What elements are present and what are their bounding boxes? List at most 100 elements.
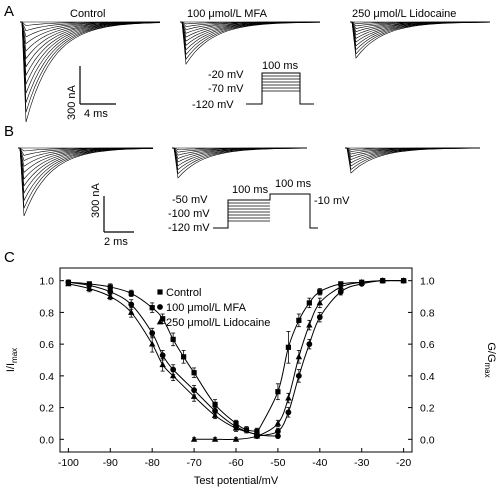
data-point-circle-inactivation	[149, 330, 156, 336]
current-trace-control	[18, 147, 153, 217]
x-tick-label: -30	[354, 457, 369, 469]
data-point-square-inactivation	[243, 427, 250, 433]
data-point-circle-activation	[285, 409, 292, 416]
data-point-triangle-inactivation	[211, 412, 219, 418]
current-trace-control	[20, 21, 161, 123]
protocol-b-level-top: -50 mV	[172, 194, 208, 206]
scale-current-b: 300 nA	[90, 182, 102, 218]
legend-marker-triangle	[156, 318, 164, 325]
data-point-square-activation	[306, 300, 312, 306]
data-point-triangle-activation	[274, 420, 282, 426]
data-point-square-activation	[296, 317, 302, 323]
protocol-b-duration-2: 100 ms	[275, 178, 312, 190]
protocol-a-level-top: -20 mV	[208, 69, 244, 81]
y-tick-label-right: 0.2	[420, 403, 435, 415]
x-tick-label: -50	[270, 457, 285, 469]
protocol-a-level-mid: -70 mV	[208, 83, 244, 95]
data-point-triangle-inactivation	[169, 372, 177, 379]
data-point-square-inactivation	[149, 305, 155, 311]
data-point-triangle-activation	[400, 277, 407, 284]
y-tick-label-left: 0.2	[39, 403, 54, 415]
legend-label: Control	[166, 287, 201, 299]
data-point-triangle-inactivation	[190, 393, 198, 399]
current-trace-mfa	[172, 147, 307, 175]
data-point-triangle-inactivation	[65, 280, 72, 287]
data-point-square-inactivation	[160, 316, 166, 322]
data-point-triangle-inactivation	[159, 361, 166, 368]
data-point-triangle-inactivation	[148, 340, 156, 347]
current-trace-mfa	[172, 147, 307, 179]
current-trace-lidocaine	[345, 147, 480, 174]
data-point-triangle-activation	[379, 277, 386, 284]
legend-marker-square	[157, 289, 163, 295]
scale-time-a: 4 ms	[84, 108, 108, 120]
current-trace-lidocaine	[350, 21, 491, 59]
data-point-triangle-activation	[211, 435, 219, 442]
fit-curve-square-activation	[256, 280, 404, 434]
panel-b-letter: B	[4, 123, 14, 140]
panel-c-letter: C	[4, 249, 15, 266]
data-point-circle-activation	[306, 341, 313, 348]
condition-control-label: Control	[70, 8, 105, 20]
data-point-triangle-inactivation	[128, 309, 135, 315]
current-traces-b	[18, 147, 481, 217]
voltage-protocol-a	[246, 72, 314, 105]
scale-bar-a	[79, 66, 116, 105]
data-point-triangle-activation	[316, 299, 324, 306]
protocol-b-level-mid: -100 mV	[168, 208, 210, 220]
legend-label: 100 μmol/L MFA	[166, 302, 247, 314]
protocol-b-duration-1: 100 ms	[232, 184, 269, 196]
data-point-square-inactivation	[181, 354, 187, 360]
condition-lidocaine-label: 250 μmol/L Lidocaine	[352, 8, 456, 20]
x-tick-label: -80	[145, 457, 160, 469]
data-point-square-inactivation	[170, 336, 176, 342]
condition-mfa-label: 100 μmol/L MFA	[187, 8, 268, 20]
x-tick-label: -100	[58, 457, 79, 469]
data-point-triangle-inactivation	[107, 293, 114, 299]
protocol-a-level-hold: -120 mV	[192, 99, 234, 111]
panel-a-letter: A	[4, 3, 14, 20]
data-point-circle-inactivation	[128, 301, 135, 308]
iv-chart: -100 -90 -80 -70 -60 -50 -40 -30 -20 0.0 0.0 0.2 0.2…	[5, 267, 497, 487]
scale-current-a: 300 nA	[66, 84, 78, 120]
data-point-triangle-activation	[190, 435, 198, 442]
legend-marker-circle	[157, 304, 163, 310]
scale-time-b: 2 ms	[104, 236, 128, 248]
legend-label: 250 μmol/L Lidocaine	[166, 317, 270, 329]
y-tick-label-left: 0.6	[39, 339, 54, 351]
y-tick-label-left: 0.0	[39, 434, 54, 446]
y-axis-label-left: I/Imax	[5, 348, 19, 372]
protocol-b-test-level: -10 mV	[314, 195, 350, 207]
protocol-b-level-hold: -120 mV	[168, 222, 210, 234]
scale-bar-b	[103, 196, 134, 233]
data-point-circle-activation	[295, 372, 302, 379]
data-point-circle-activation	[275, 428, 281, 435]
current-trace-control	[18, 147, 154, 194]
y-tick-label-right: 0.4	[420, 371, 435, 383]
data-point-triangle-activation	[232, 435, 240, 442]
data-point-triangle-activation	[358, 278, 365, 285]
voltage-protocol-b	[213, 193, 318, 229]
data-point-triangle-activation	[306, 321, 313, 328]
y-tick-label-right: 0.0	[420, 434, 435, 446]
data-point-triangle-activation	[285, 394, 292, 401]
current-trace-lidocaine	[345, 147, 480, 167]
data-point-square-inactivation	[128, 290, 134, 296]
current-traces-a	[20, 21, 491, 123]
data-point-square-inactivation	[107, 284, 113, 290]
fit-curve-circle-activation	[256, 279, 404, 437]
data-point-circle-activation	[316, 314, 323, 321]
y-tick-label-right: 0.8	[420, 307, 435, 319]
current-trace-mfa	[172, 147, 308, 171]
data-point-triangle-inactivation	[86, 285, 93, 292]
data-point-square-activation	[317, 289, 323, 295]
data-point-triangle-activation	[253, 432, 261, 439]
current-trace-control	[20, 21, 161, 113]
y-tick-label-left: 0.8	[39, 307, 54, 319]
data-point-square-inactivation	[212, 401, 218, 408]
x-tick-label: -70	[187, 457, 202, 469]
data-point-square-activation	[285, 344, 291, 350]
data-point-triangle-inactivation	[232, 424, 240, 431]
x-tick-label: -20	[396, 457, 411, 469]
